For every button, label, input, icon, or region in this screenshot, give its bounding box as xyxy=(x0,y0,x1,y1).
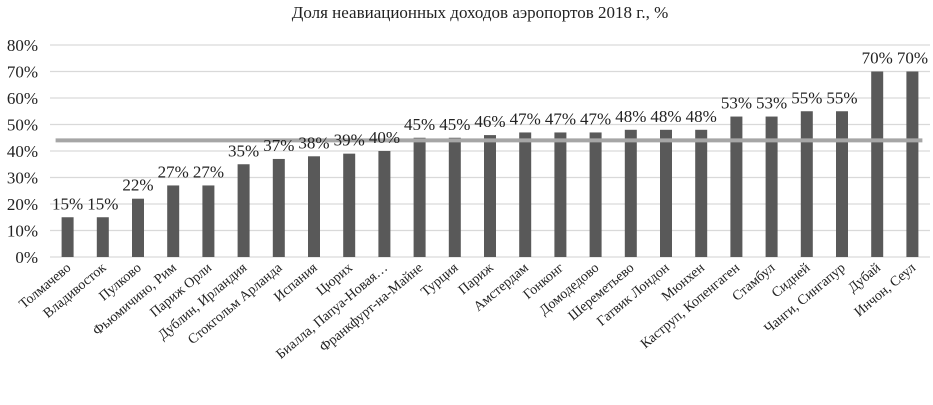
bar xyxy=(61,217,74,257)
y-tick-label: 80% xyxy=(7,36,38,55)
data-label: 55% xyxy=(826,88,857,107)
bar xyxy=(871,71,884,257)
bar xyxy=(589,132,602,257)
bar xyxy=(167,185,180,257)
bar xyxy=(448,137,461,257)
data-label: 15% xyxy=(87,194,118,213)
bar xyxy=(343,153,356,257)
bar xyxy=(202,185,215,257)
y-tick-label: 0% xyxy=(15,248,38,267)
y-tick-label: 30% xyxy=(7,169,38,188)
bar xyxy=(308,156,320,257)
bar xyxy=(730,116,743,257)
bar xyxy=(132,198,144,257)
data-label: 38% xyxy=(298,133,329,152)
data-label: 45% xyxy=(439,115,470,134)
x-tick-label: Турция xyxy=(419,260,462,300)
y-tick-label: 40% xyxy=(7,142,38,161)
data-label: 55% xyxy=(791,88,822,107)
bar xyxy=(765,116,778,257)
bar xyxy=(836,111,848,257)
bar xyxy=(660,129,672,257)
data-label: 48% xyxy=(686,107,717,126)
data-label: 70% xyxy=(862,49,893,68)
y-tick-label: 60% xyxy=(7,89,38,108)
y-tick-label: 50% xyxy=(7,116,38,135)
bar xyxy=(519,132,532,257)
bar xyxy=(906,71,919,257)
data-label: 48% xyxy=(650,107,681,126)
bar xyxy=(378,151,391,257)
data-label: 40% xyxy=(369,128,400,147)
bar xyxy=(237,164,250,257)
data-label: 53% xyxy=(756,94,787,113)
bar xyxy=(96,217,109,257)
data-label: 70% xyxy=(897,49,928,68)
bar xyxy=(800,111,813,257)
data-label: 47% xyxy=(545,109,576,128)
y-tick-label: 70% xyxy=(7,63,38,82)
data-label: 35% xyxy=(228,141,259,160)
y-tick-label: 20% xyxy=(7,195,38,214)
bar xyxy=(624,129,637,257)
data-label: 47% xyxy=(580,109,611,128)
chart-title: Доля неавиационных доходов аэропортов 20… xyxy=(292,3,668,22)
data-label: 45% xyxy=(404,115,435,134)
data-label: 53% xyxy=(721,94,752,113)
bar xyxy=(272,158,285,257)
data-label: 46% xyxy=(474,112,505,131)
data-label: 15% xyxy=(52,194,83,213)
data-label: 48% xyxy=(615,107,646,126)
bar xyxy=(413,137,426,257)
bar xyxy=(484,135,496,257)
bar xyxy=(695,129,708,257)
data-label: 37% xyxy=(263,136,294,155)
bar xyxy=(554,132,567,257)
data-label: 22% xyxy=(122,176,153,195)
data-label: 47% xyxy=(510,109,541,128)
y-tick-label: 10% xyxy=(7,222,38,241)
data-label: 27% xyxy=(193,162,224,181)
data-label: 27% xyxy=(158,162,189,181)
data-label: 39% xyxy=(334,131,365,150)
